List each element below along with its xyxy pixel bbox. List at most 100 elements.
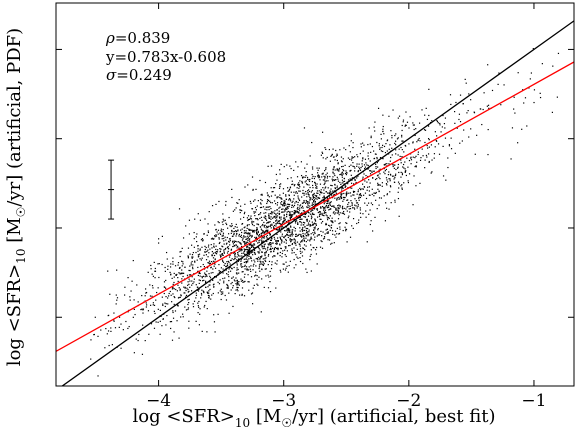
scatter-point [358, 166, 360, 168]
scatter-point [325, 186, 327, 188]
scatter-point [347, 205, 349, 208]
scatter-point [309, 178, 311, 181]
scatter-point [177, 277, 179, 279]
scatter-point [227, 287, 229, 289]
scatter-point [272, 226, 275, 228]
scatter-point [358, 197, 360, 199]
scatter-point [276, 247, 278, 250]
scatter-point [318, 176, 321, 178]
scatter-point [232, 231, 234, 233]
scatter-point [295, 254, 297, 256]
scatter-point [532, 48, 534, 50]
scatter-point [290, 238, 292, 241]
scatter-point [297, 184, 300, 186]
scatter-point [258, 267, 260, 270]
scatter-point [201, 257, 203, 259]
scatter-point [243, 261, 245, 263]
scatter-point [234, 253, 236, 255]
scatter-point [366, 241, 368, 243]
scatter-point [341, 176, 343, 178]
scatter-point [474, 153, 476, 155]
scatter-point [219, 248, 221, 250]
scatter-point [349, 207, 352, 210]
scatter-point [310, 224, 312, 227]
scatter-point [384, 164, 386, 166]
scatter-point [353, 183, 355, 185]
scatter-point [331, 194, 333, 196]
scatter-point [293, 198, 295, 200]
scatter-point [205, 246, 207, 249]
scatter-point [397, 137, 399, 139]
scatter-point [299, 190, 301, 192]
scatter-point [371, 193, 373, 195]
scatter-point [316, 195, 318, 197]
scatter-point [116, 299, 118, 301]
scatter-point [233, 233, 235, 235]
scatter-point [285, 194, 287, 196]
scatter-point [384, 170, 386, 172]
scatter-point [299, 230, 301, 232]
scatter-point [274, 217, 277, 219]
scatter-point [252, 303, 254, 305]
scatter-point [313, 199, 315, 202]
scatter-point [533, 101, 535, 104]
scatter-point [270, 165, 273, 167]
scatter-point [238, 281, 240, 283]
scatter-point [221, 238, 223, 240]
scatter-point [285, 247, 287, 249]
scatter-point [187, 303, 189, 306]
scatter-point [342, 173, 344, 175]
scatter-point [367, 152, 369, 154]
scatter-point [260, 311, 262, 313]
scatter-point [276, 215, 279, 217]
scatter-point [248, 253, 250, 256]
scatter-point [336, 176, 338, 178]
scatter-point [199, 248, 201, 250]
scatter-point [265, 250, 267, 252]
scatter-point [263, 232, 265, 234]
scatter-point [243, 253, 246, 255]
x-tick-label: −1 [521, 391, 546, 411]
scatter-point [124, 286, 126, 288]
scatter-point [195, 294, 198, 296]
scatter-point [301, 229, 303, 231]
scatter-point [197, 254, 199, 256]
scatter-point [261, 193, 263, 195]
scatter-point [296, 187, 298, 189]
scatter-point [160, 315, 162, 317]
scatter-point [279, 237, 282, 239]
scatter-point [209, 281, 211, 283]
scatter-point [225, 223, 228, 226]
scatter-point [333, 242, 335, 244]
scatter-point [275, 242, 277, 245]
scatter-point [203, 291, 205, 294]
scatter-point [333, 166, 335, 168]
scatter-point [333, 206, 335, 208]
scatter-point [261, 194, 263, 196]
scatter-point [250, 215, 252, 217]
scatter-point [170, 320, 173, 323]
scatter-point [262, 206, 265, 208]
scatter-point [193, 231, 195, 234]
scatter-point [417, 151, 419, 153]
scatter-point [425, 154, 428, 157]
scatter-point [281, 211, 283, 213]
scatter-point [343, 170, 345, 172]
scatter-point [422, 155, 424, 157]
scatter-point [299, 221, 302, 223]
scatter-point [202, 275, 205, 277]
scatter-point [323, 203, 325, 205]
scatter-point [264, 252, 266, 254]
scatter-point [468, 136, 470, 138]
scatter-point [322, 179, 325, 181]
error-bar [108, 159, 115, 220]
scatter-point [191, 260, 193, 263]
scatter-point [182, 237, 185, 239]
scatter-point [227, 260, 229, 263]
scatter-point [476, 134, 478, 136]
scatter-point [195, 297, 197, 299]
scatter-point [233, 251, 236, 254]
scatter-point [375, 165, 377, 168]
scatter-point [539, 96, 542, 99]
scatter-point [468, 93, 470, 95]
